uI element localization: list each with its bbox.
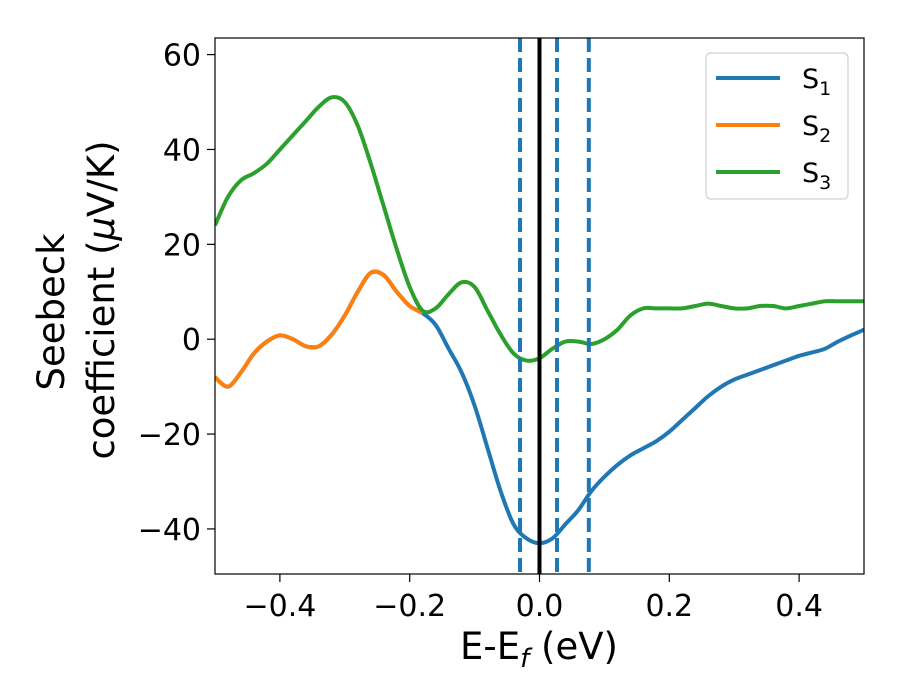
legend-label-s2: S2 — [802, 111, 831, 147]
x-tick-label: 0.4 — [775, 589, 823, 624]
legend-label-s3: S3 — [802, 158, 831, 194]
y-tick-label: 60 — [163, 39, 201, 74]
x-axis: −0.4 −0.2 0.0 0.2 0.4 — [243, 574, 823, 624]
y-tick-label: 40 — [163, 133, 201, 168]
legend-label-s1: S1 — [802, 64, 831, 100]
series-line-s2 — [215, 269, 424, 389]
y-axis-title-mu: μ — [80, 217, 123, 242]
y-axis: 60 40 20 0 −20 −40 — [138, 39, 215, 548]
y-tick-label: 0 — [182, 323, 201, 358]
y-tick-label: 20 — [163, 228, 201, 263]
x-axis-title: E-Ef (eV) — [460, 625, 618, 674]
x-axis-title-main: E-E — [460, 625, 520, 668]
plot-area — [215, 38, 864, 574]
y-axis-title-prefix: coefficient ( — [80, 240, 123, 459]
x-tick-label: −0.2 — [373, 589, 446, 624]
y-axis-title-line2: coefficient (μV/K) — [80, 140, 123, 459]
x-tick-label: −0.4 — [243, 589, 316, 624]
x-tick-label: 0.2 — [645, 589, 693, 624]
y-tick-label: −40 — [138, 513, 201, 548]
y-axis-title-suffix: V/K) — [80, 140, 123, 216]
y-axis-title-line1: Seebeck — [30, 233, 73, 391]
y-tick-label: −20 — [138, 418, 201, 453]
x-tick-label: 0.0 — [516, 589, 564, 624]
x-axis-title-units: (eV) — [529, 625, 618, 668]
legend: S1 S2 S3 — [705, 52, 849, 200]
y-axis-title: Seebeck coefficient (μV/K) — [30, 140, 123, 459]
